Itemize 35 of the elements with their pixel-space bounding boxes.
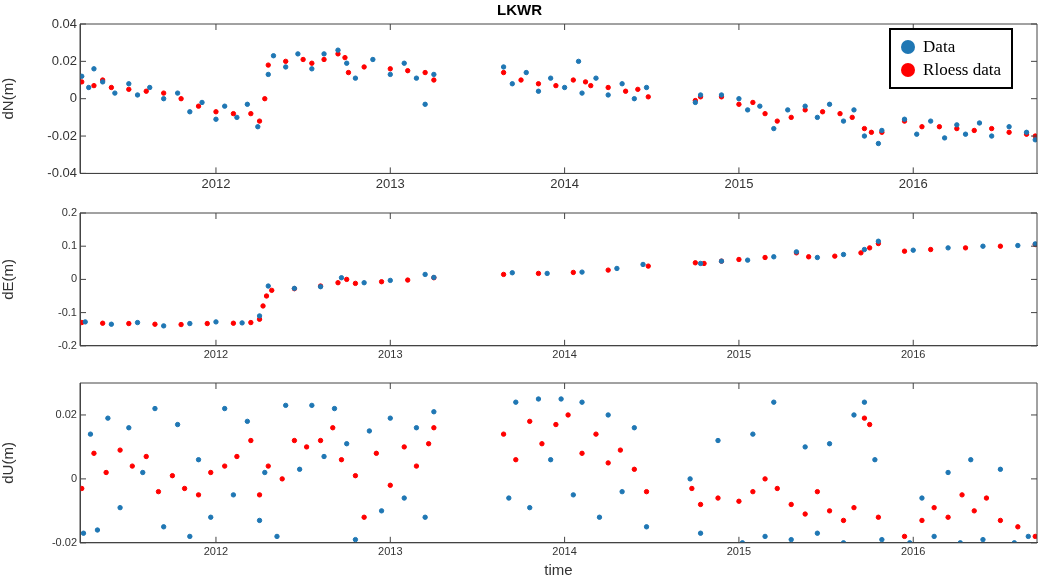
y-tick-label: 0.1 xyxy=(61,239,77,252)
x-tick-label: 2013 xyxy=(378,348,403,361)
y-axis-title: dN(m) xyxy=(0,77,17,120)
y-tick-label: 0.2 xyxy=(61,206,77,219)
x-tick-label: 2012 xyxy=(203,545,229,558)
y-tick-label: 0.02 xyxy=(51,52,77,68)
x-tick-label: 2012 xyxy=(203,348,229,361)
chart-title: LKWR xyxy=(497,1,543,19)
legend-label: Rloess data xyxy=(923,60,1001,80)
y-tick-label: -0.04 xyxy=(47,164,77,180)
x-tick-label: 2012 xyxy=(201,175,231,191)
x-tick-label: 2016 xyxy=(900,348,926,361)
y-tick-label: -0.02 xyxy=(51,535,77,548)
x-tick-label: 2013 xyxy=(375,175,405,191)
x-axis-title: time xyxy=(544,561,573,579)
legend-label: Data xyxy=(923,37,956,57)
x-tick-label: 2016 xyxy=(898,175,928,191)
x-tick-label: 2015 xyxy=(724,175,754,191)
y-axis-title: dU(m) xyxy=(0,442,17,484)
y-tick-label: 0 xyxy=(70,272,77,285)
y-tick-label: 0.04 xyxy=(51,15,77,31)
y-tick-label: 0 xyxy=(69,90,77,106)
x-tick-label: 2016 xyxy=(900,545,926,558)
y-axis-title: dE(m) xyxy=(0,258,17,300)
y-tick-label: -0.02 xyxy=(47,127,77,143)
x-tick-label: 2014 xyxy=(550,175,580,191)
x-tick-label: 2014 xyxy=(552,348,577,361)
x-tick-label: 2015 xyxy=(726,348,752,361)
y-tick-label: 0.02 xyxy=(55,407,77,420)
y-tick-label: 0 xyxy=(70,471,77,484)
x-tick-label: 2013 xyxy=(378,545,403,558)
x-tick-label: 2015 xyxy=(726,545,752,558)
y-tick-label: -0.2 xyxy=(58,338,77,351)
x-tick-label: 2014 xyxy=(552,545,577,558)
y-tick-label: -0.1 xyxy=(58,305,77,318)
